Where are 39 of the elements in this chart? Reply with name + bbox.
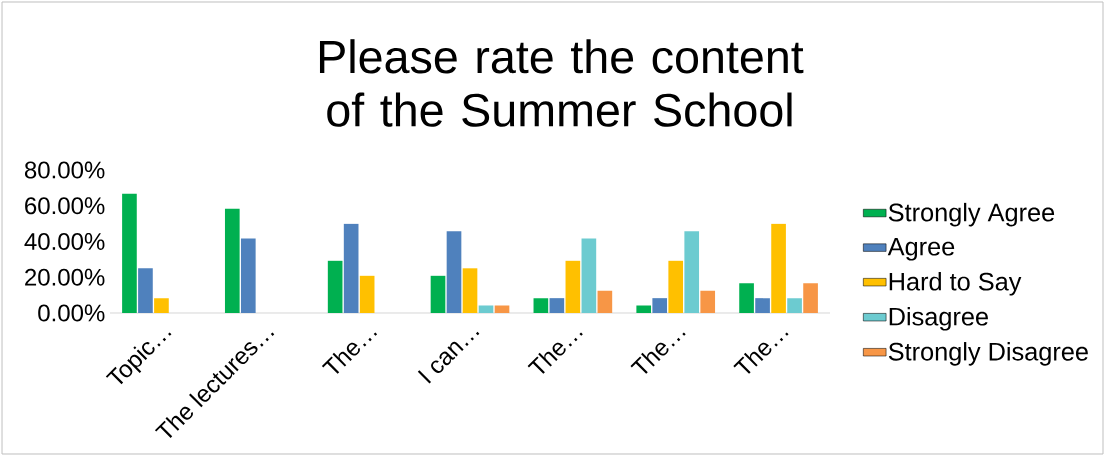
bar (581, 238, 597, 313)
bar (549, 298, 565, 313)
bar (652, 298, 668, 313)
bar (700, 290, 716, 313)
bar (359, 275, 375, 313)
y-tick-label: 0.00% (38, 304, 105, 322)
bar (787, 298, 802, 313)
bar (494, 305, 510, 313)
legend-label: Agree (887, 237, 955, 261)
y-tick-label: 20.00% (25, 268, 105, 286)
bar (462, 268, 478, 313)
y-tick-label: 80.00% (24, 161, 105, 179)
bar (755, 298, 770, 313)
bar (154, 298, 169, 313)
bar (343, 223, 359, 313)
legend-label: Strongly Agree (888, 202, 1055, 227)
bar (327, 260, 343, 313)
y-tick-label: 40.00% (24, 232, 105, 250)
bar (224, 208, 240, 313)
bar (122, 193, 137, 313)
bar (684, 231, 700, 313)
y-tick-label: 60.00% (25, 197, 105, 215)
bar (240, 238, 256, 313)
bar (636, 305, 652, 313)
chart-title: Please rate the content of the Summer School (319, 39, 804, 127)
bar (739, 283, 754, 313)
bar (533, 298, 549, 313)
bar (597, 290, 613, 313)
bar (430, 275, 446, 313)
bar (668, 260, 684, 313)
legend-label: Disagree (889, 307, 988, 331)
legend-label: Strongly Disagree (888, 342, 1088, 366)
bar (803, 283, 818, 313)
bar (771, 223, 786, 313)
legend-label: Hard to Say (889, 271, 1022, 296)
bar (478, 305, 494, 313)
bar (565, 260, 581, 313)
bar (138, 268, 153, 313)
bar (446, 231, 462, 313)
